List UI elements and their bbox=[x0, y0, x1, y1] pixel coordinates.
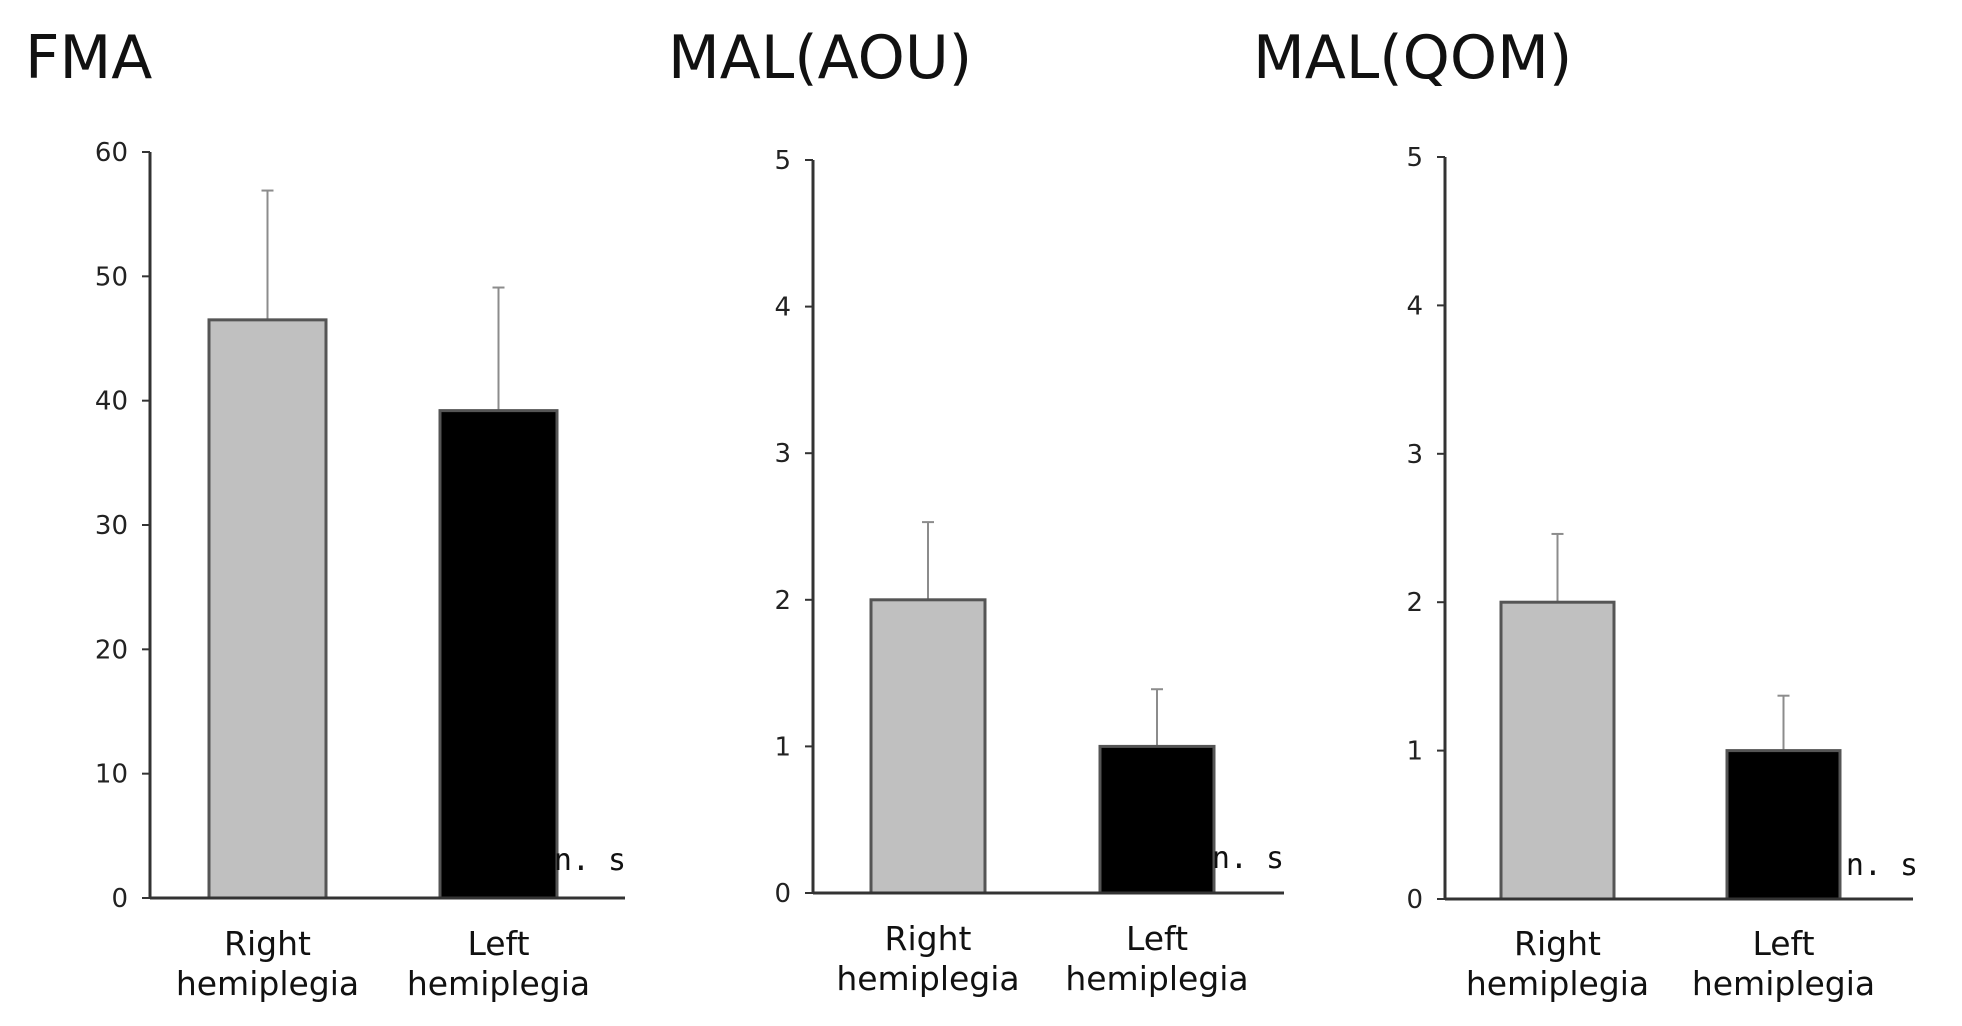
bar-left-hemiplegia bbox=[1725, 749, 1842, 901]
chart-panel-2: MAL(AOU)012345RighthemiplegiaLefthemiple… bbox=[668, 23, 1284, 998]
chart-panel-1: FMA0102030405060RighthemiplegiaLefthemip… bbox=[25, 23, 626, 1003]
y-tick-label: 50 bbox=[95, 262, 128, 292]
chart-title: MAL(QOM) bbox=[1253, 23, 1572, 93]
significance-label: n. s bbox=[554, 843, 626, 878]
y-tick-label: 1 bbox=[774, 732, 791, 762]
category-label: Right bbox=[885, 919, 972, 958]
significance-label: n. s bbox=[1212, 841, 1284, 876]
y-tick-label: 0 bbox=[111, 884, 128, 914]
y-tick-label: 4 bbox=[1406, 291, 1423, 321]
y-tick-label: 30 bbox=[95, 511, 128, 541]
bar-right-hemiplegia bbox=[869, 598, 987, 895]
y-tick-label: 3 bbox=[774, 439, 791, 469]
bar-left-hemiplegia bbox=[1098, 744, 1216, 895]
significance-label: n. s bbox=[1846, 848, 1918, 883]
y-tick-label: 20 bbox=[95, 635, 128, 665]
category-label: hemiplegia bbox=[836, 959, 1019, 998]
chart-title: FMA bbox=[25, 23, 152, 93]
category-label: hemiplegia bbox=[407, 964, 590, 1003]
bar-right-hemiplegia bbox=[1499, 600, 1616, 901]
category-label: Right bbox=[224, 924, 311, 963]
y-tick-label: 5 bbox=[1406, 143, 1423, 173]
category-label: hemiplegia bbox=[176, 964, 359, 1003]
y-tick-label: 0 bbox=[1406, 885, 1423, 915]
category-label: Right bbox=[1514, 924, 1601, 963]
y-tick-label: 40 bbox=[95, 387, 128, 417]
category-label: Left bbox=[1752, 924, 1814, 963]
y-tick-label: 2 bbox=[1406, 588, 1423, 618]
y-tick-label: 4 bbox=[774, 293, 791, 323]
y-tick-label: 2 bbox=[774, 586, 791, 616]
y-tick-label: 3 bbox=[1406, 440, 1423, 470]
y-tick-label: 10 bbox=[95, 760, 128, 790]
y-tick-label: 60 bbox=[95, 138, 128, 168]
chart-panel-3: MAL(QOM)012345RighthemiplegiaLefthemiple… bbox=[1253, 23, 1918, 1003]
category-label: hemiplegia bbox=[1065, 959, 1248, 998]
y-tick-label: 1 bbox=[1406, 737, 1423, 767]
bar-right-hemiplegia bbox=[207, 318, 328, 900]
category-label: Left bbox=[1126, 919, 1188, 958]
chart-title: MAL(AOU) bbox=[668, 23, 972, 93]
category-label: Left bbox=[467, 924, 529, 963]
y-tick-label: 0 bbox=[774, 879, 791, 909]
category-label: hemiplegia bbox=[1692, 964, 1875, 1003]
bar-left-hemiplegia bbox=[438, 409, 559, 900]
category-label: hemiplegia bbox=[1466, 964, 1649, 1003]
y-tick-label: 5 bbox=[774, 146, 791, 176]
